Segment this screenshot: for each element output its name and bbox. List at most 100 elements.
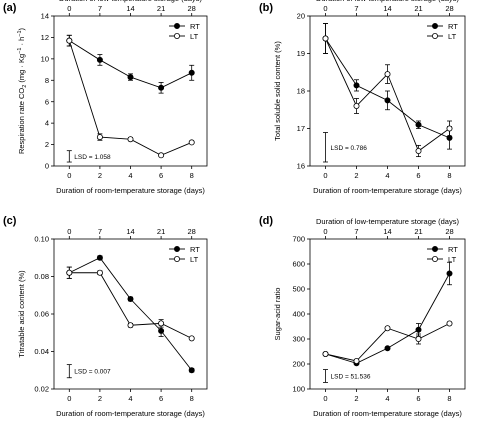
y-axis-title-part: −1: [17, 48, 23, 54]
x-tick-label: 0: [323, 171, 327, 180]
top-axis-title: Duration of low-temperature storage (day…: [316, 217, 459, 226]
data-point: [188, 69, 195, 76]
panel-c: (c) 0 2 4 6 8 Duration of room-temperature sto…: [3, 215, 208, 418]
data-point: [96, 269, 103, 276]
data-point: [415, 335, 422, 342]
top-tick-label: 7: [98, 227, 102, 236]
x-tick-label: 6: [159, 171, 163, 180]
y-axis-title-part: · h: [17, 37, 26, 48]
top-tick-label: 21: [414, 227, 422, 236]
series-line: [69, 40, 192, 89]
top-tick-label: 28: [445, 227, 453, 236]
data-point: [384, 345, 391, 352]
series-RT: [322, 23, 453, 150]
data-point: [353, 103, 360, 110]
top-tick-label: 7: [354, 4, 358, 13]
data-point: [353, 82, 360, 89]
data-point: [96, 134, 103, 141]
x-axis-title: Duration of room-temperature storage (da…: [313, 409, 462, 418]
series-line: [325, 38, 450, 139]
legend-label: RT: [190, 22, 200, 31]
y-tick-label: 20: [297, 12, 305, 21]
legend-label: RT: [448, 22, 458, 31]
x-tick-label: 0: [67, 394, 71, 403]
series-LT: [322, 23, 453, 158]
top-tick-label: 28: [445, 4, 453, 13]
y-axis-title: Titratable acid content (%): [17, 270, 26, 358]
panel-a: (a) 0 2 4 6 8 Duration of room-temperature sto…: [3, 0, 208, 195]
x-axis-title: Duration of room-temperature storage (da…: [56, 186, 205, 195]
y-axis-title-part: Sugar-acid ratio: [273, 288, 282, 341]
data-point: [415, 121, 422, 128]
series-LT: [322, 320, 453, 364]
lsd-indicator: LSD = 51.536: [323, 369, 371, 383]
x-tick-label: 0: [67, 171, 71, 180]
top-tick-label: 21: [414, 4, 422, 13]
y-tick-label: 17: [297, 124, 305, 133]
y-tick-label: 4: [45, 119, 49, 128]
y-axis-title-part: (mg · Kg: [17, 54, 26, 85]
x-tick-label: 8: [190, 394, 194, 403]
x-tick-label: 8: [190, 171, 194, 180]
top-axis-title: Duration of low-temperature storage (day…: [316, 0, 459, 3]
data-point: [188, 367, 195, 374]
lsd-label: LSD = 51.536: [331, 374, 371, 381]
legend-label: LT: [190, 255, 199, 264]
y-tick-label: 600: [292, 260, 305, 269]
top-tick-label: 14: [126, 4, 134, 13]
y-tick-label: 2: [45, 140, 49, 149]
series-RT: [66, 34, 195, 94]
plot-frame: [309, 238, 466, 390]
y-tick-label: 400: [292, 310, 305, 319]
data-point: [384, 97, 391, 104]
top-tick-label: 14: [383, 227, 391, 236]
top-tick-label: 21: [157, 227, 165, 236]
y-axis-title: Respiration rate CO2 (mg · Kg−1 · h−1): [17, 27, 28, 154]
data-point: [188, 139, 195, 146]
legend-label: LT: [448, 32, 457, 41]
plot-frame: [53, 15, 208, 167]
legend-marker: [173, 245, 180, 252]
x-tick-label: 4: [385, 171, 389, 180]
top-tick-label: 7: [354, 227, 358, 236]
data-point: [415, 326, 422, 333]
legend-label: RT: [190, 245, 200, 254]
data-point: [353, 357, 360, 364]
y-tick-label: 12: [41, 33, 49, 42]
y-axis-title-part: ): [17, 27, 26, 30]
legend-label: LT: [190, 32, 199, 41]
top-tick-label: 28: [188, 227, 196, 236]
top-tick-label: 7: [98, 4, 102, 13]
data-point: [96, 254, 103, 261]
data-point: [158, 152, 165, 159]
series-LT: [66, 266, 195, 342]
top-axis-title: Duration of low-temperature storage (day…: [59, 0, 202, 3]
x-tick-label: 8: [447, 394, 451, 403]
panel-d: (d) 0 2 4 6 8 Duration of room-temperature sto…: [259, 215, 466, 418]
data-point: [415, 147, 422, 154]
lsd-label: LSD = 0.786: [331, 145, 368, 152]
data-point: [446, 320, 453, 327]
x-tick-label: 6: [416, 394, 420, 403]
data-point: [127, 136, 134, 143]
y-tick-label: 0.04: [34, 347, 49, 356]
x-axis-title: Duration of room-temperature storage (da…: [313, 186, 462, 195]
lsd-indicator: LSD = 0.786: [323, 132, 368, 163]
top-tick-label: 14: [126, 227, 134, 236]
x-tick-label: 2: [354, 394, 358, 403]
y-axis-title-part: Respiration rate CO: [17, 88, 26, 154]
series-LT: [66, 34, 195, 159]
x-tick-label: 2: [98, 171, 102, 180]
data-point: [384, 325, 391, 332]
y-tick-label: 18: [297, 87, 305, 96]
data-point: [158, 84, 165, 91]
top-tick-label: 14: [383, 4, 391, 13]
legend-marker: [431, 255, 438, 262]
top-tick-label: 0: [67, 4, 71, 13]
y-tick-label: 6: [45, 97, 49, 106]
y-axis-title-part: Titratable acid content (%): [17, 270, 26, 358]
data-point: [127, 295, 134, 302]
data-point: [188, 335, 195, 342]
panel-label: (b): [259, 2, 273, 14]
